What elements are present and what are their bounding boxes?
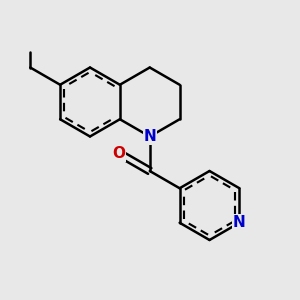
Text: O: O — [112, 146, 125, 161]
Text: N: N — [233, 215, 246, 230]
Text: N: N — [143, 129, 156, 144]
